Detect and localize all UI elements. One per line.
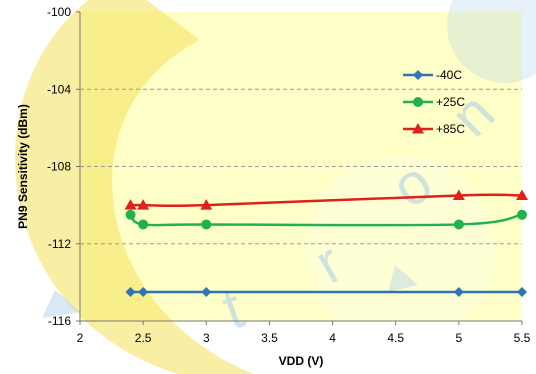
data-point-40c [125,287,136,298]
axes [76,11,523,325]
series-40c [125,287,527,298]
x-tick-label: 2.5 [135,331,152,345]
x-tick-labels: 2 2.5 3 3.5 4 4.5 5 5.5 [77,331,531,345]
legend-item-40c: -40C [403,68,462,82]
legend-item-85c: +85C [403,122,465,136]
data-point-25c [517,209,527,220]
data-point-85c [516,189,528,200]
legend-label: +85C [436,122,465,136]
series-25c [125,209,527,230]
data-point-40c [201,287,212,298]
x-tick-label: 3.5 [261,331,278,345]
x-tick-label: 5.5 [514,331,531,345]
legend-label: +25C [436,95,465,109]
data-point-25c [138,219,149,230]
y-tick-label: -100 [47,5,71,19]
x-tick-label: 5 [456,331,463,345]
legend-item-25c: +25C [403,95,465,109]
y-axis-title: PN9 Sensitivity (dBm) [16,104,30,229]
x-axis-title: VDD (V) [279,354,324,368]
x-tick-label: 2 [77,331,84,345]
data-point-40c [453,287,464,298]
y-tick-label: -116 [48,314,71,328]
data-point-85c [452,189,465,200]
data-point-25c [125,209,136,220]
data-point-40c [517,287,527,298]
x-tick-label: 4 [329,331,336,345]
data-point-40c [138,287,149,298]
grid-lines [80,88,522,245]
y-tick-labels: -100 -104 -108 -112 -116 [47,5,71,328]
data-point-25c [201,219,212,230]
data-point-85c [124,199,137,210]
legend: -40C +25C +85C [403,68,465,136]
series-85c [124,189,528,210]
y-tick-label: -104 [47,82,71,96]
data-point-25c [453,219,464,230]
x-tick-label: 3 [203,331,210,345]
legend-marker [413,70,423,80]
x-tick-label: 4.5 [387,331,404,345]
y-tick-label: -108 [47,160,71,174]
data-point-85c [200,199,213,210]
y-tick-label: -112 [48,237,71,251]
legend-marker [412,123,424,134]
data-point-85c [137,199,150,210]
legend-marker [413,97,423,107]
legend-label: -40C [436,68,462,82]
series-layer [124,189,528,298]
